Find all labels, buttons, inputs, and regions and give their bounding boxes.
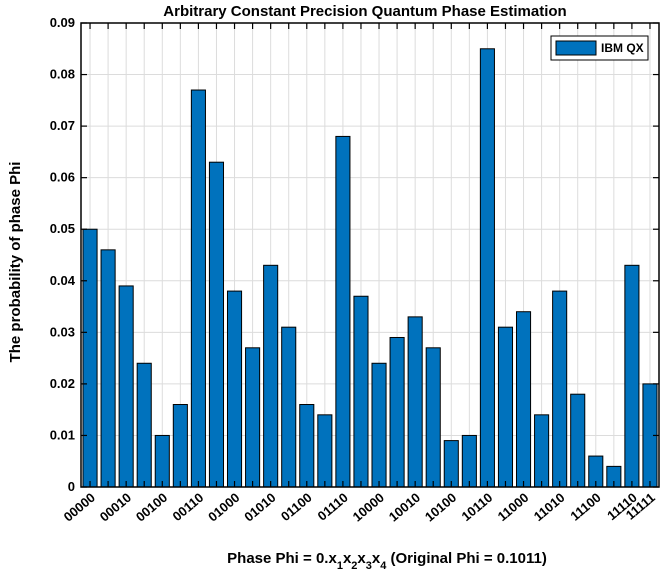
bar-11000	[516, 312, 530, 487]
x-tick-label: 00100	[133, 490, 170, 525]
x-tick-label: 10000	[350, 490, 387, 525]
bar-01100	[300, 405, 314, 487]
bar-00010	[119, 286, 133, 487]
legend: IBM QX	[551, 36, 648, 60]
y-tick-label: 0.08	[50, 67, 75, 82]
bar-10100	[444, 441, 458, 487]
legend-swatch	[556, 41, 596, 55]
y-tick-label: 0	[68, 479, 75, 494]
x-tick-label: 01010	[241, 490, 278, 525]
y-tick-label: 0.06	[50, 170, 75, 185]
bar-00101	[173, 405, 187, 487]
y-tick-label: 0.01	[50, 427, 75, 442]
bar-10011	[426, 348, 440, 487]
chart-title: Arbitrary Constant Precision Quantum Pha…	[163, 3, 566, 20]
x-tick-label: 01110	[315, 490, 351, 524]
x-label-text: (Original Phi = 0.1011)	[386, 550, 546, 567]
y-tick-label: 0.03	[50, 324, 75, 339]
x-label-text: Phase Phi = 0.x	[227, 550, 337, 567]
bar-01101	[318, 415, 332, 487]
bar-01110	[336, 136, 350, 487]
x-tick-label: 10100	[422, 490, 459, 525]
x-tick-label: 10010	[386, 490, 423, 525]
bar-01010	[264, 265, 278, 487]
x-tick-label: 00010	[97, 490, 134, 525]
y-axis-label: The probability of phase Phi	[7, 162, 24, 363]
bar-00011	[137, 363, 151, 487]
x-tick-label: 11100	[567, 490, 603, 524]
x-tick-label: 01000	[205, 490, 242, 525]
bar-00001	[101, 250, 115, 487]
bar-00111	[209, 162, 223, 487]
bar-11001	[535, 415, 549, 487]
bar-11010	[553, 291, 567, 487]
y-tick-label: 0.07	[50, 118, 75, 133]
bar-00000	[83, 229, 97, 487]
bar-10010	[408, 317, 422, 487]
bar-01011	[282, 327, 296, 487]
bar-10110	[480, 49, 494, 487]
y-tick-label: 0.04	[50, 273, 76, 288]
bar-00110	[191, 90, 205, 487]
bar-01111	[354, 296, 368, 487]
x-tick-label: 01100	[278, 490, 315, 524]
x-tick-label: 00110	[170, 490, 207, 524]
bar-10001	[390, 337, 404, 487]
bar-11011	[571, 394, 585, 487]
x-tick-label: 10110	[459, 490, 496, 524]
bar-10101	[462, 435, 476, 487]
y-tick-label: 0.09	[50, 15, 75, 30]
y-tick-label: 0.05	[50, 221, 75, 236]
bar-11110	[625, 265, 639, 487]
x-tick-label: 11010	[531, 490, 568, 524]
x-tick-label: 11000	[495, 490, 532, 524]
x-tick-label: 00000	[61, 490, 98, 525]
x-axis-label: Phase Phi = 0.x1x2x3x4 (Original Phi = 0…	[227, 550, 547, 571]
bar-00100	[155, 435, 169, 487]
bar-10000	[372, 363, 386, 487]
y-tick-label: 0.02	[50, 376, 75, 391]
bar-01000	[227, 291, 241, 487]
bar-10111	[498, 327, 512, 487]
y-tick-labels: 0 0.01 0.02 0.03 0.04 0.05 0.06 0.07 0.08 0.09	[50, 15, 76, 494]
legend-series-name: IBM QX	[601, 41, 644, 55]
bar-01001	[246, 348, 260, 487]
bars	[83, 49, 657, 487]
